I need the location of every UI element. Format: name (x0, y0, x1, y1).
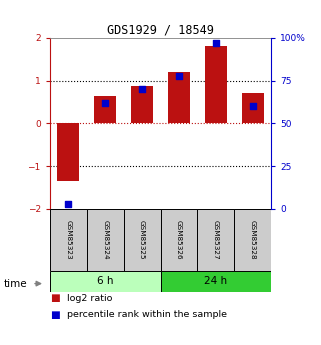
Text: time: time (3, 279, 27, 288)
Bar (124, 209, 160, 271)
Text: GSM85326: GSM85326 (176, 220, 182, 259)
Text: ■: ■ (50, 294, 59, 303)
Point (140, 86, 145, 92)
Bar (205, 47, 227, 123)
Text: GSM85325: GSM85325 (139, 220, 145, 259)
Bar (94, 96, 116, 123)
Text: 24 h: 24 h (204, 276, 228, 286)
Point (66, 201, 71, 206)
Point (250, 104, 256, 109)
Bar (234, 209, 271, 271)
Text: ■: ■ (50, 310, 59, 320)
Bar (160, 271, 271, 292)
Text: GSM85323: GSM85323 (65, 220, 71, 259)
Bar (87, 209, 124, 271)
Text: percentile rank within the sample: percentile rank within the sample (67, 310, 227, 319)
Bar (168, 72, 190, 123)
Text: 6 h: 6 h (97, 276, 113, 286)
Bar (50, 271, 160, 292)
Text: GSM85327: GSM85327 (213, 220, 219, 259)
Point (213, 40, 218, 46)
Point (102, 100, 108, 106)
Bar (197, 209, 234, 271)
Bar (242, 92, 264, 123)
Bar (160, 209, 197, 271)
Text: GSM85324: GSM85324 (102, 220, 108, 259)
Title: GDS1929 / 18549: GDS1929 / 18549 (107, 24, 214, 37)
Text: log2 ratio: log2 ratio (67, 294, 113, 303)
Bar (57, 123, 79, 181)
Bar (131, 86, 153, 123)
Text: GSM85328: GSM85328 (250, 220, 256, 259)
Point (177, 73, 182, 78)
Bar (50, 209, 87, 271)
